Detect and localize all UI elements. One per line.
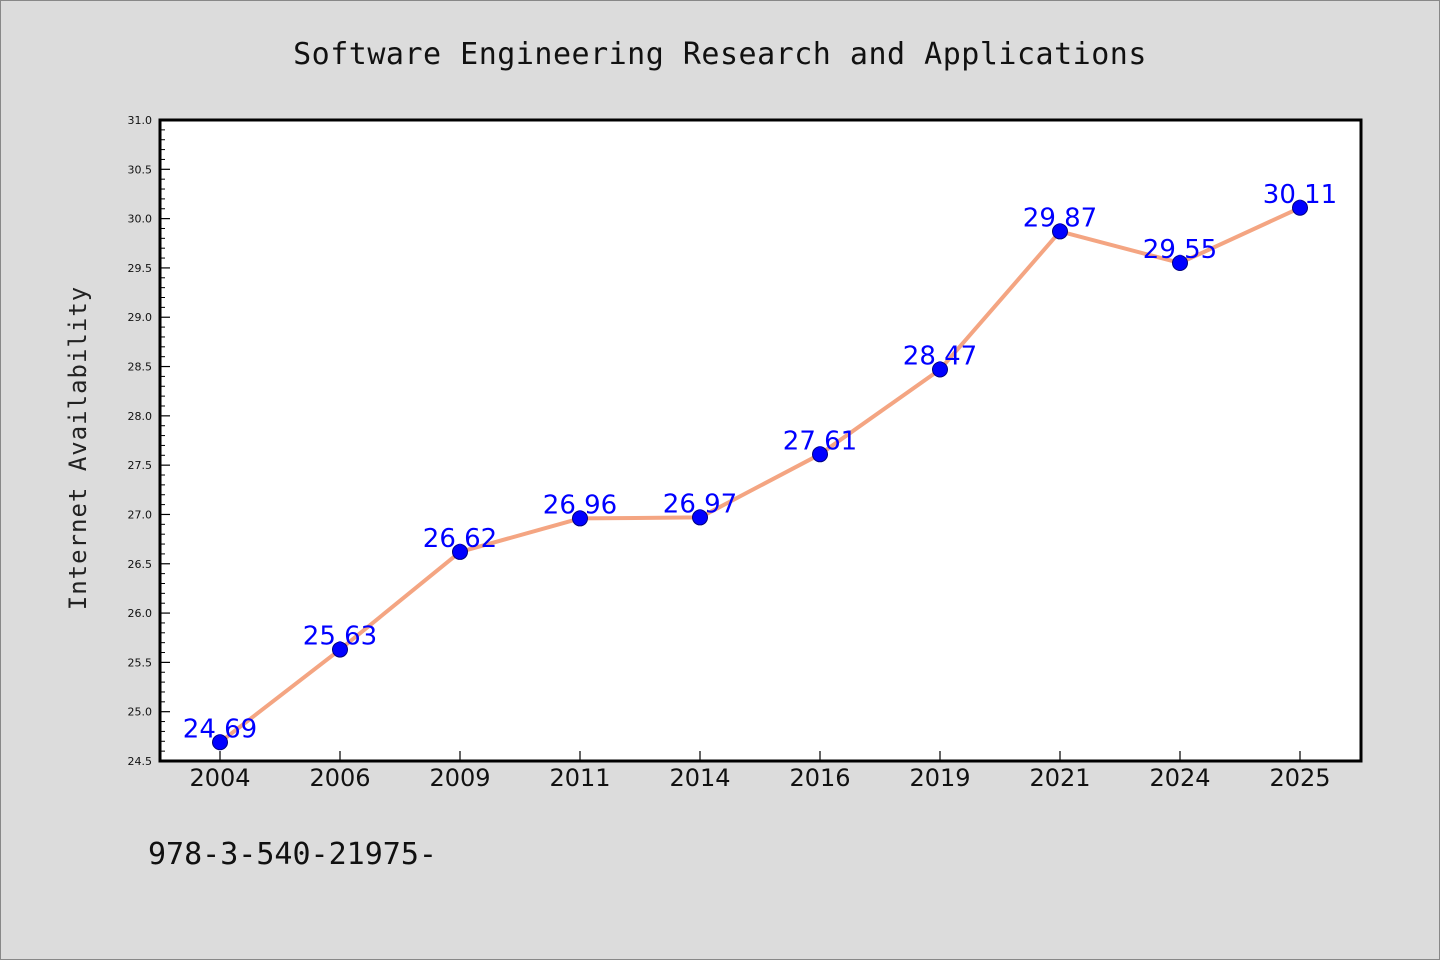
data-label: 25.63: [303, 622, 377, 652]
y-tick-label: 30.0: [128, 213, 153, 226]
x-tick-label: 2021: [1029, 764, 1090, 792]
x-tick-label: 2006: [309, 764, 370, 792]
y-tick-label: 25.5: [128, 656, 153, 669]
x-tick-label: 2011: [549, 764, 610, 792]
data-label: 29.55: [1143, 235, 1217, 265]
data-point: [1292, 199, 1308, 216]
data-point: [932, 361, 948, 378]
x-tick-label: 2014: [669, 764, 730, 792]
data-point: [1052, 223, 1068, 240]
x-tick-label: 2019: [909, 764, 970, 792]
data-point: [692, 509, 708, 526]
footer-code: 978-3-540-21975-: [148, 837, 437, 872]
y-tick-label: 26.0: [128, 607, 153, 620]
y-tick-label: 28.5: [128, 361, 153, 374]
x-tick-label: 2004: [189, 764, 250, 792]
data-markers: [212, 199, 1308, 751]
series-line: [218, 205, 1301, 744]
data-label: 26.96: [543, 490, 617, 520]
data-label: 28.47: [903, 341, 977, 371]
y-tick-label: 24.5: [128, 755, 153, 768]
chart-title: Software Engineering Research and Applic…: [293, 37, 1147, 72]
data-label: 30.11: [1263, 180, 1337, 210]
y-tick-label: 31.0: [128, 114, 153, 127]
data-point: [452, 543, 468, 560]
data-label: 26.97: [663, 489, 737, 519]
x-tick-label: 2016: [789, 764, 850, 792]
data-label: 26.62: [423, 524, 497, 554]
y-axis: 24.5 25.0 25.5 26.0 26.5 27.0 27.5 28.0 28.5 29.0…: [128, 114, 170, 768]
y-tick-label: 29.5: [128, 262, 153, 275]
y-tick-label: 28.0: [128, 410, 153, 423]
plot-area: [158, 118, 1363, 763]
y-tick-label: 26.5: [128, 558, 153, 571]
y-tick-label: 29.0: [128, 311, 153, 324]
data-point: [572, 510, 588, 527]
y-tick-label: 27.0: [128, 508, 153, 521]
y-tick-label: 25.0: [128, 706, 153, 719]
x-tick-label: 2024: [1149, 764, 1210, 792]
data-point: [212, 734, 228, 751]
x-tick-label: 2025: [1269, 764, 1330, 792]
data-point: [812, 446, 828, 463]
x-axis: 2004 2006 2009 2011 2014 2016 2019 2021 2024 2025: [189, 751, 1331, 792]
x-tick-label: 2009: [429, 764, 490, 792]
data-point: [1172, 254, 1188, 271]
data-label: 24.69: [183, 714, 257, 744]
data-label: 29.87: [1023, 203, 1097, 233]
data-point: [332, 641, 348, 658]
data-label: 27.61: [783, 426, 857, 456]
y-axis-label: Internet Availability: [64, 286, 92, 610]
y-tick-label: 30.5: [128, 163, 153, 176]
y-tick-label: 27.5: [128, 459, 153, 472]
data-labels: 24.69 25.63 26.62 26.96 26.97 27.61 28.47 29.87…: [183, 180, 1337, 744]
